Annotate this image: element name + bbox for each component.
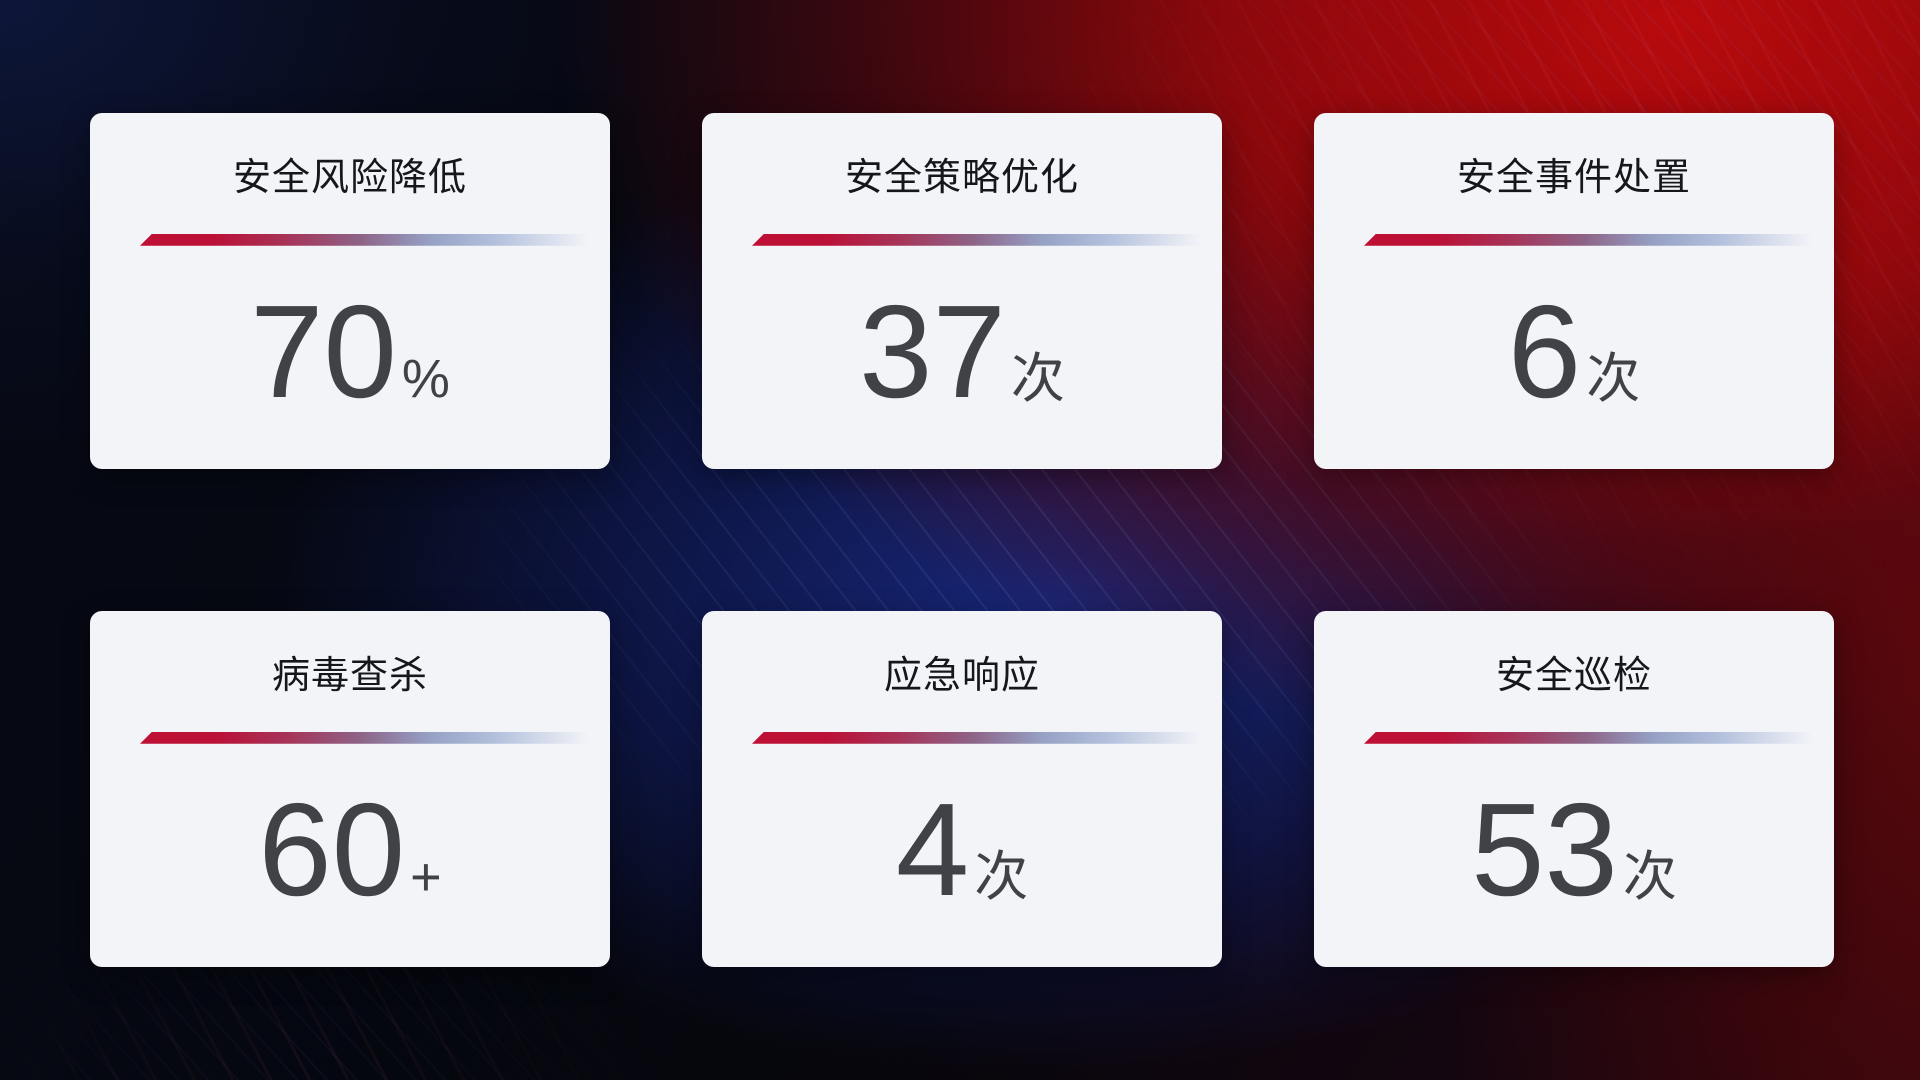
stat-unit: %	[401, 348, 450, 409]
stat-unit: 次	[1010, 348, 1065, 409]
stat-unit: 次	[974, 846, 1029, 907]
stat-unit: 次	[1622, 846, 1677, 907]
value-row: 70 %	[250, 277, 450, 425]
card-title: 安全事件处置	[1456, 157, 1691, 199]
stat-card-security-incident-handling: 安全事件处置 6 次	[1314, 113, 1834, 469]
card-title: 安全风险降低	[232, 157, 467, 199]
divider-line	[1364, 233, 1822, 246]
stat-value: 70	[250, 277, 397, 425]
value-row: 4 次	[895, 775, 1029, 923]
card-title: 应急响应	[883, 655, 1040, 697]
stat-value: 4	[895, 775, 970, 923]
value-row: 6 次	[1507, 277, 1641, 425]
stat-unit: 次	[1586, 348, 1641, 409]
stat-value: 53	[1471, 775, 1618, 923]
divider-line	[1364, 731, 1822, 744]
value-row: 37 次	[859, 277, 1065, 425]
stat-card-emergency-response: 应急响应 4 次	[702, 611, 1222, 967]
stat-value: 37	[859, 277, 1006, 425]
stat-value: 60	[258, 775, 406, 923]
stat-card-security-risk-reduction: 安全风险降低 70 %	[90, 113, 610, 469]
stat-value: 6	[1507, 277, 1582, 425]
value-row: 60 +	[258, 775, 442, 923]
card-title: 安全策略优化	[844, 157, 1079, 199]
divider-line	[140, 233, 598, 246]
stat-card-security-policy-optimization: 安全策略优化 37 次	[702, 113, 1222, 469]
stat-unit: +	[410, 846, 442, 907]
divider-line	[140, 731, 598, 744]
value-row: 53 次	[1471, 775, 1677, 923]
stats-grid: 安全风险降低 70 % 安全策略优化 37 次 安全事件处置 6 次 病毒查	[90, 113, 1834, 967]
divider-line	[752, 233, 1210, 246]
divider-line	[752, 731, 1210, 744]
stat-card-security-inspection: 安全巡检 53 次	[1314, 611, 1834, 967]
stat-card-virus-scanning: 病毒查杀 60 +	[90, 611, 610, 967]
card-title: 病毒查杀	[271, 655, 428, 697]
card-title: 安全巡检	[1495, 655, 1652, 697]
